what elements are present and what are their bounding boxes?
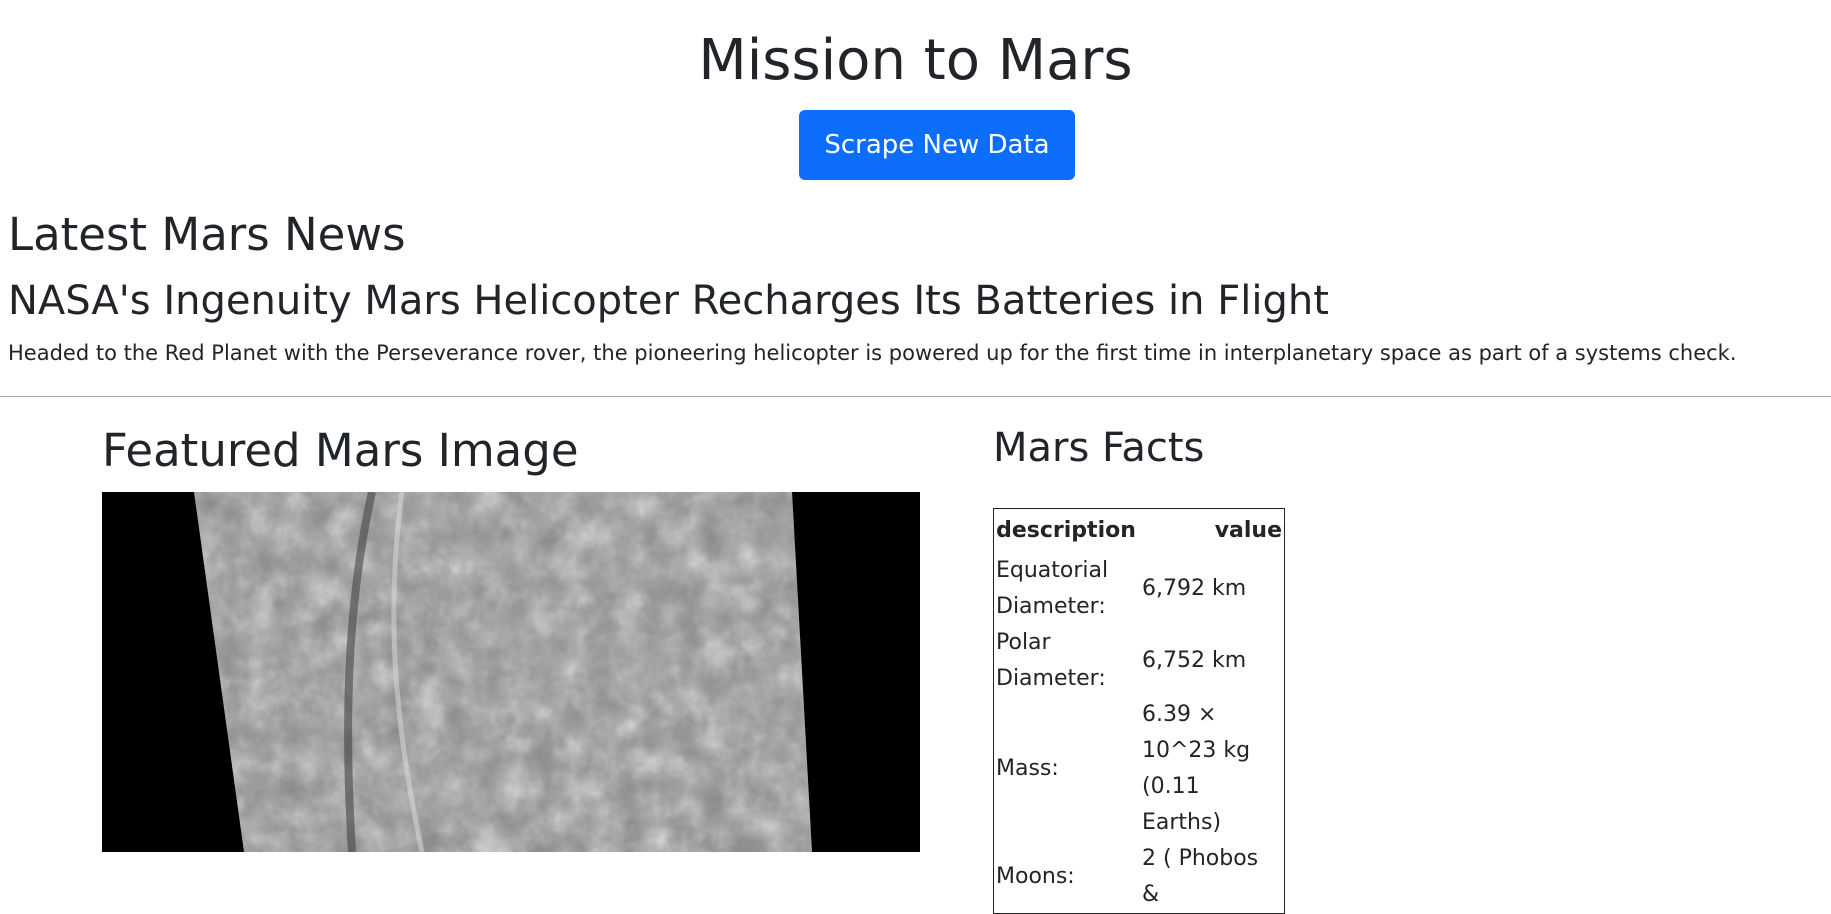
news-paragraph: Headed to the Red Planet with the Persev…: [8, 341, 1737, 365]
scrape-button[interactable]: Scrape New Data: [799, 110, 1075, 180]
news-heading: Latest Mars News: [8, 208, 406, 261]
table-row: Polar Diameter: 6,752 km: [994, 625, 1285, 697]
facts-heading: Mars Facts: [993, 425, 1205, 471]
table-row: Mass: 6.39 × 10^23 kg (0.11 Earths): [994, 697, 1285, 841]
column-header: description: [996, 518, 1136, 543]
divider: [0, 396, 1831, 397]
table-cell: 6,792 km: [1142, 576, 1247, 601]
facts-table: description value Equatorial Diameter: 6,79…: [993, 508, 1285, 914]
table-cell: Equatorial Diameter:: [996, 558, 1109, 619]
table-cell: Polar Diameter:: [996, 630, 1106, 691]
table-cell: 6,752 km: [1142, 648, 1247, 673]
featured-image: [102, 492, 920, 852]
page: Mission to Mars Scrape New Data Latest M…: [0, 28, 1831, 914]
column-header: value: [1214, 518, 1282, 543]
table-row: Equatorial Diameter: 6,792 km: [994, 553, 1285, 625]
news-title: NASA's Ingenuity Mars Helicopter Recharg…: [8, 278, 1329, 324]
featured-heading: Featured Mars Image: [102, 424, 579, 477]
page-title: Mission to Mars: [698, 28, 1133, 93]
image-art: [194, 492, 812, 852]
table-cell: 6.39 × 10^23 kg (0.11 Earths): [1142, 702, 1251, 835]
table-cell: Mass:: [996, 756, 1059, 781]
